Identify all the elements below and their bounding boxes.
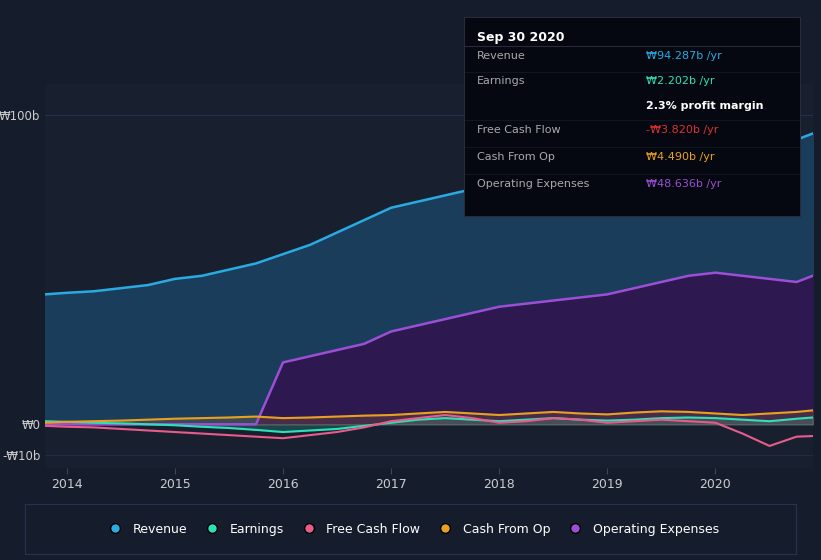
Text: Cash From Op: Cash From Op bbox=[477, 152, 555, 162]
Text: Sep 30 2020: Sep 30 2020 bbox=[477, 31, 565, 44]
Text: 2.3% profit margin: 2.3% profit margin bbox=[645, 101, 764, 111]
Text: Free Cash Flow: Free Cash Flow bbox=[477, 125, 561, 135]
Legend: Revenue, Earnings, Free Cash Flow, Cash From Op, Operating Expenses: Revenue, Earnings, Free Cash Flow, Cash … bbox=[97, 517, 724, 541]
Text: -₩3.820b /yr: -₩3.820b /yr bbox=[645, 125, 718, 135]
Text: Operating Expenses: Operating Expenses bbox=[477, 179, 589, 189]
Text: ₩94.287b /yr: ₩94.287b /yr bbox=[645, 50, 722, 60]
Text: ₩2.202b /yr: ₩2.202b /yr bbox=[645, 77, 714, 86]
Text: Earnings: Earnings bbox=[477, 77, 525, 86]
Text: ₩48.636b /yr: ₩48.636b /yr bbox=[645, 179, 721, 189]
Text: ₩4.490b /yr: ₩4.490b /yr bbox=[645, 152, 714, 162]
Text: Revenue: Revenue bbox=[477, 50, 526, 60]
